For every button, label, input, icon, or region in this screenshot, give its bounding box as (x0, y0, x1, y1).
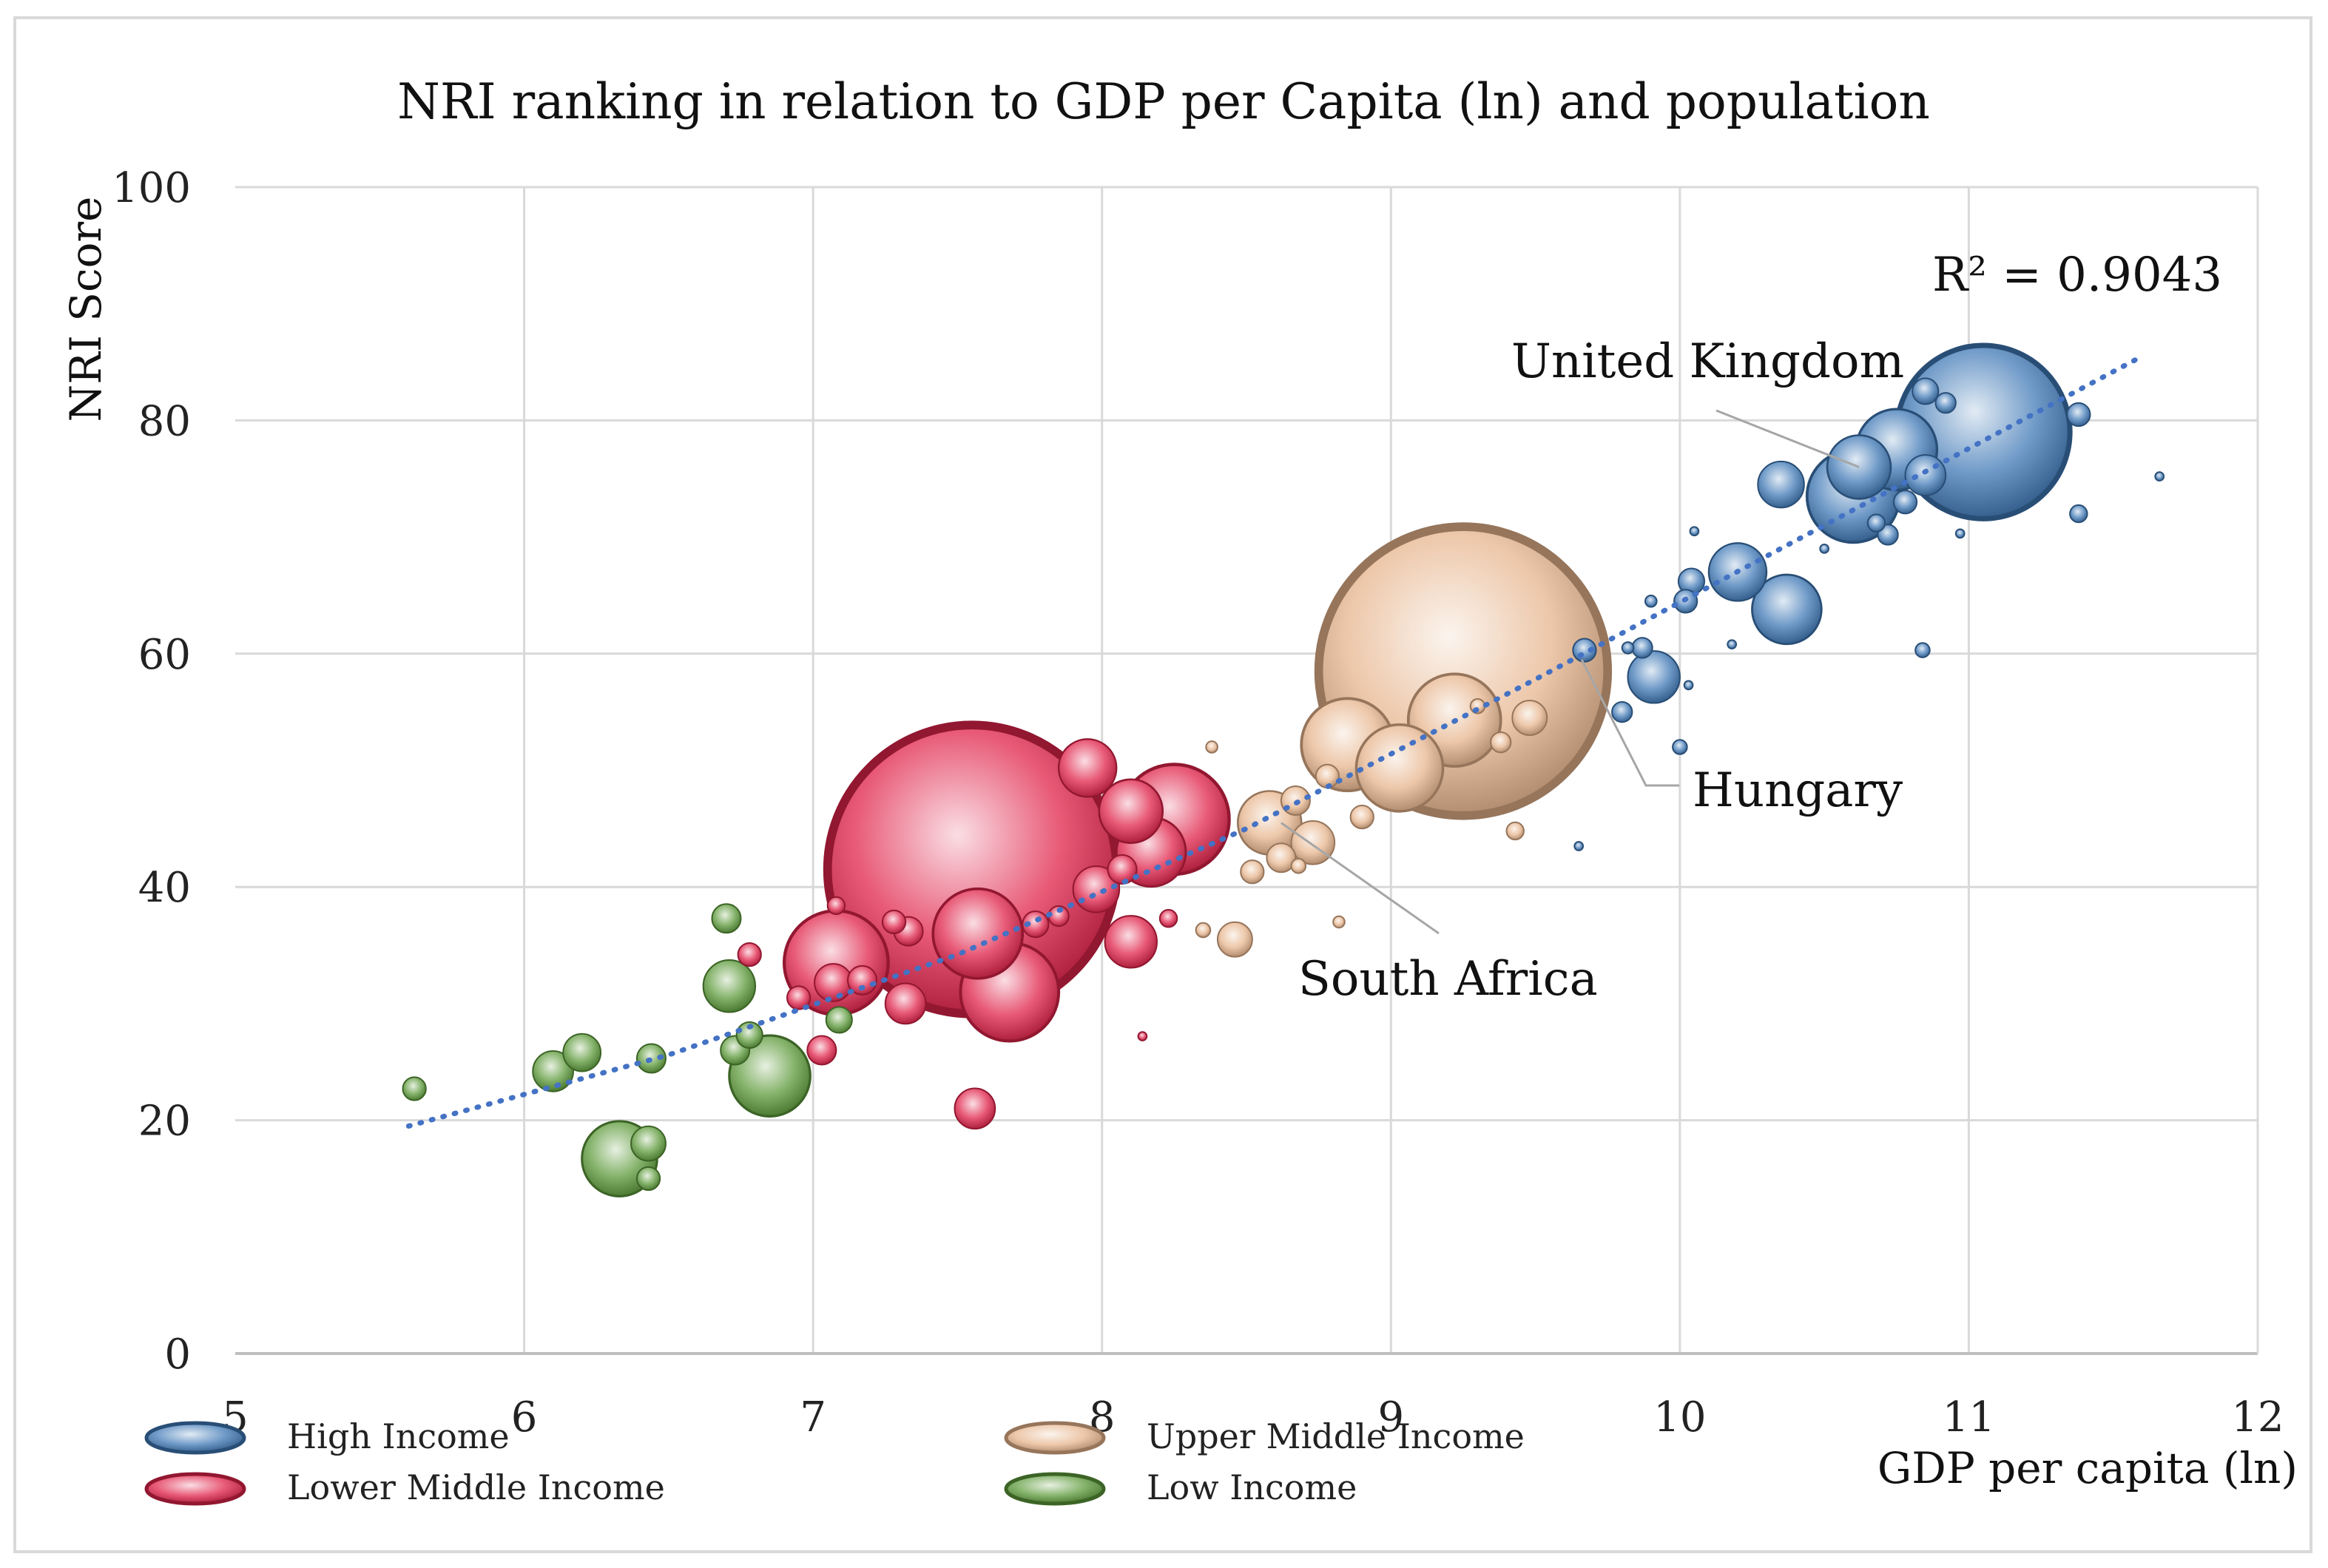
bubble-lower-middle-income (1137, 1031, 1148, 1041)
annotation-united-kingdom: United Kingdom (1511, 334, 1904, 389)
bubble-low-income (562, 1033, 602, 1072)
bubble-low-income (630, 1125, 667, 1162)
bubble-high-income (2069, 504, 2088, 524)
bubble-high-income (1689, 526, 1700, 537)
y-tick-label: 0 (164, 1331, 191, 1379)
bubble-low-income (532, 1050, 574, 1092)
bubble-high-income (1573, 841, 1585, 851)
x-tick-label: 10 (1653, 1393, 1706, 1442)
bubble-high-income (2154, 471, 2165, 481)
legend-label-low-income: Low Income (1147, 1467, 1357, 1507)
bubble-high-income (1819, 544, 1830, 554)
chart-title: NRI ranking in relation to GDP per Capit… (397, 73, 1930, 130)
bubble-upper-middle-income (1349, 804, 1374, 830)
bubble-high-income (1954, 528, 1966, 539)
annotation-leader (1715, 409, 1860, 468)
bubble-lower-middle-income (954, 1087, 996, 1130)
bubble-high-income (1727, 639, 1738, 650)
bubble-high-income (1892, 490, 1918, 515)
bubble-upper-middle-income (1266, 842, 1297, 873)
r2-label: R² = 0.9043 (1932, 248, 2222, 303)
trendline-path (405, 354, 2145, 1129)
bubble-high-income (1757, 460, 1805, 509)
bubble-lower-middle-income (1104, 915, 1158, 969)
annotation-south-africa: South Africa (1298, 952, 1598, 1007)
bubble-upper-middle-income (1240, 859, 1265, 885)
annotation-leader (1281, 822, 1440, 935)
bubble-high-income (1751, 573, 1823, 646)
bubble-lower-middle-income (1107, 854, 1138, 885)
bubble-upper-middle-income (1290, 858, 1307, 874)
x-tick-label: 6 (511, 1393, 538, 1442)
bubble-low-income (702, 959, 757, 1013)
bubble-low-income (402, 1076, 427, 1101)
legend: High Income Upper Middle Income Lower Midd… (144, 1416, 1525, 1507)
bubble-lower-middle-income (806, 1035, 837, 1066)
bubble-lower-middle-income (1158, 909, 1178, 928)
bubble-high-income (1912, 377, 1940, 405)
bubble-low-income (728, 1034, 812, 1118)
y-tick-label: 60 (138, 631, 191, 679)
bubble-lower-middle-income (1098, 778, 1164, 844)
x-tick-label: 9 (1377, 1393, 1404, 1442)
bubble-lower-middle-income (737, 942, 762, 967)
y-tick-label: 40 (138, 864, 191, 912)
bubble-high-income (1621, 641, 1635, 655)
bubble-high-income (1672, 739, 1688, 755)
bubble-upper-middle-income (1195, 922, 1212, 939)
bubble-high-income (1627, 650, 1681, 704)
bubble-upper-middle-income (1216, 921, 1253, 958)
bubble-low-income (711, 903, 742, 934)
bubble-high-income (1644, 595, 1658, 608)
bubble-high-income (1683, 680, 1694, 691)
x-tick-label: 12 (2231, 1393, 2284, 1442)
bubble-upper-middle-income (1511, 700, 1548, 736)
legend-label-high-income: High Income (287, 1416, 510, 1456)
legend-swatch-low-income (1004, 1472, 1106, 1506)
x-tick-label: 7 (800, 1393, 826, 1442)
y-tick-label: 20 (138, 1098, 191, 1146)
legend-swatch-lower-middle-income (144, 1472, 246, 1506)
bubble-lower-middle-income (931, 887, 1025, 980)
bubble-high-income (1904, 454, 1947, 496)
annotations: United Kingdom Hungary South Africa (1281, 334, 1904, 1007)
y-tick-label: 100 (112, 164, 191, 212)
bubble-high-income (1866, 513, 1886, 533)
bubble-lower-middle-income (1057, 738, 1118, 798)
bubble-high-income (1611, 700, 1633, 723)
annotation-leader (1580, 659, 1679, 787)
bubble-lower-middle-income (814, 963, 853, 1002)
annotation-hungary: Hungary (1693, 763, 1903, 818)
bubble-lower-middle-income (884, 982, 927, 1025)
y-axis-label: NRI Score (61, 197, 111, 422)
bubble-high-income (2066, 402, 2091, 428)
legend-label-lower-middle-income: Lower Middle Income (287, 1467, 665, 1507)
x-axis-label: GDP per capita (ln) (1877, 1443, 2298, 1493)
legend-label-upper-middle-income: Upper Middle Income (1147, 1416, 1525, 1456)
trendline (405, 354, 2145, 1129)
y-tick-label: 80 (138, 397, 191, 445)
x-tick-label: 11 (1943, 1393, 1995, 1442)
bubble-layer (402, 342, 2165, 1197)
bubble-upper-middle-income (1505, 821, 1525, 841)
bubble-high-income (1934, 392, 1957, 414)
bubble-lower-middle-income (826, 896, 846, 916)
bubble-low-income (735, 1021, 763, 1050)
bubble-upper-middle-income (1354, 723, 1445, 813)
legend-swatch-high-income (144, 1421, 246, 1455)
bubble-upper-middle-income (1290, 820, 1336, 865)
bubble-lower-middle-income (1022, 910, 1050, 939)
bubble-lower-middle-income (786, 985, 812, 1010)
legend-swatch-upper-middle-income (1004, 1421, 1106, 1455)
bubble-upper-middle-income (1332, 915, 1346, 929)
bubble-upper-middle-income (1205, 740, 1218, 754)
bubble-lower-middle-income (847, 964, 878, 996)
bubble-upper-middle-income (1490, 731, 1512, 754)
bubble-low-income (825, 1006, 853, 1034)
bubble-high-income (1914, 642, 1931, 658)
bubble-lower-middle-income (881, 909, 907, 935)
bubble-high-income (1631, 637, 1653, 659)
bubble-low-income (635, 1166, 661, 1192)
